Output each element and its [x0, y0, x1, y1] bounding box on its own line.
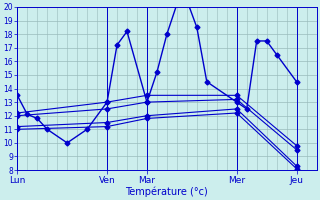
- X-axis label: Température (°c): Température (°c): [125, 186, 208, 197]
